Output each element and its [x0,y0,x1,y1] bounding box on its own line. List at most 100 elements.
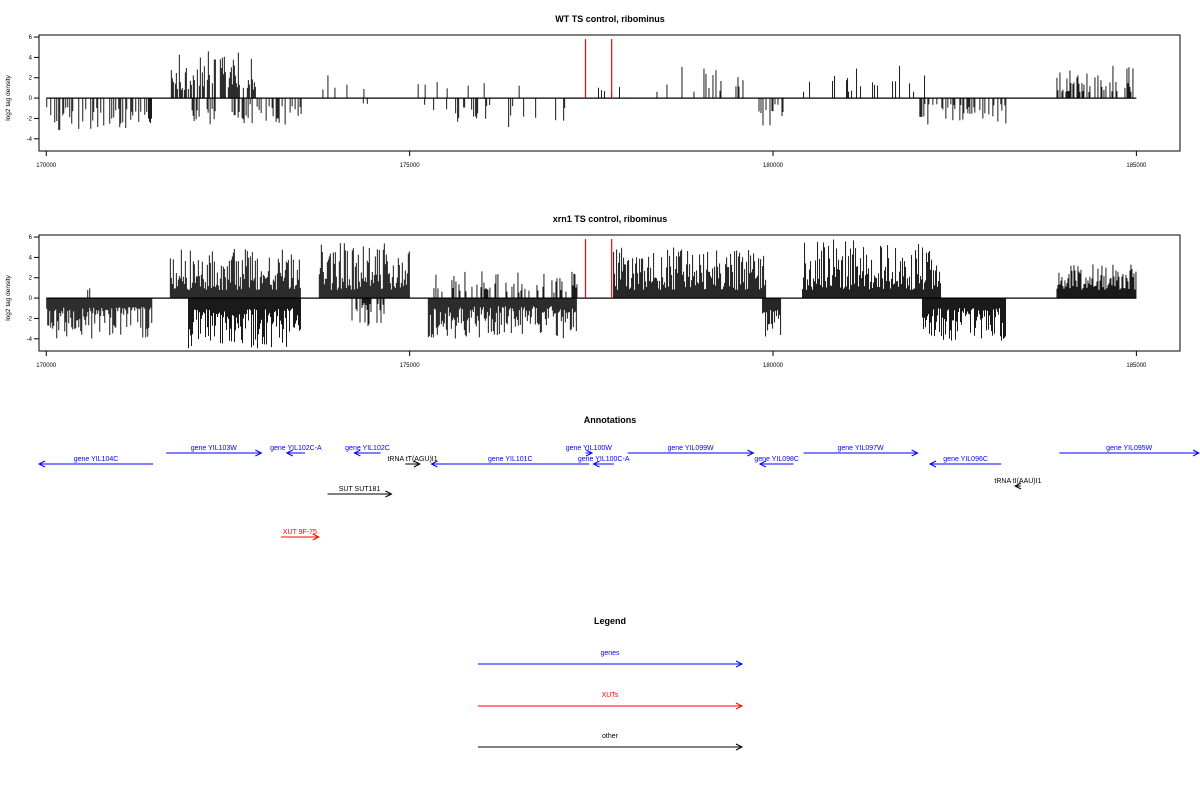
annotation-arrowhead [312,533,320,541]
wt-y-tick-label: -2 [27,116,33,122]
annotation-arrowhead [911,449,919,457]
annotation-arrowhead [430,460,438,468]
wt-y-axis: -4 -2 0 2 4 6 [27,35,39,143]
wt-x-tick-label: 170000 [36,163,57,169]
annotation-features: gene YIL104C gene YIL103W gene YIL102C-A ge… [37,445,1200,541]
annotation-label: gene YIL097W [837,445,884,452]
xrn1-panel-title: xrn1 TS control, ribominus [553,214,668,224]
legend-items: genes XUTs other [478,650,744,751]
annotation-feature: gene YIL100C-A [578,456,630,468]
wt-y-tick-label: -4 [27,137,33,143]
legend-arrowhead [735,702,744,710]
annotation-label: gene YIL101C [488,456,533,463]
legend: Legend genes XUTs other [478,616,744,751]
legend-item: genes [478,650,744,668]
annotation-feature: tRNA tT(AGU)I1 [387,456,438,468]
wt-coverage-panel: WT TS control, ribominus log2 tag densit… [5,14,1181,169]
annotation-arrowhead [37,460,46,468]
annotation-feature: gene YIL103W [166,445,263,457]
legend-label: XUTs [602,692,619,699]
annotation-arrowhead [585,449,594,457]
xrn1-y-axis-label: log2 tag density [5,274,12,320]
annotation-feature: gene YIL102C [345,445,390,457]
annotation-feature: gene YIL098C [754,456,799,468]
annotation-feature: gene YIL095W [1059,445,1200,457]
legend-label: genes [600,650,620,657]
annotation-arrowhead [1192,449,1200,457]
wt-x-axis: 170000 175000 180000 185000 [36,151,1147,169]
annotation-arrowhead [385,490,393,498]
legend-arrowhead [735,743,744,751]
xrn1-x-tick-label: 185000 [1126,363,1147,369]
annotation-label: tRNA tI(AAU)I1 [994,478,1041,485]
xrn1-x-tick-label: 175000 [400,363,421,369]
legend-arrowhead [735,660,744,668]
annotation-arrowhead [928,460,937,468]
xrn1-y-tick-label: 2 [29,276,33,282]
annotation-feature: gene YIL100W [566,445,613,457]
xrn1-coverage-panel: xrn1 TS control, ribominus log2 tag dens… [5,214,1181,369]
legend-title: Legend [594,616,626,626]
annotation-label: gene YIL099W [667,445,714,452]
wt-plot-frame [38,34,1181,152]
xrn1-x-tick-label: 180000 [763,363,784,369]
annotation-feature: gene YIL104C [37,456,154,468]
annotation-label: tRNA tT(AGU)I1 [387,456,437,463]
legend-label: other [602,733,619,740]
annotation-arrowhead [592,460,600,468]
annotation-arrowhead [285,449,294,457]
annotation-arrowhead [353,449,361,457]
wt-y-tick-label: 2 [29,76,33,82]
annotation-feature: gene YIL102C-A [270,445,322,457]
xrn1-highlight-lines [584,239,613,299]
annotation-label: XUT 9F-75 [283,529,317,536]
xrn1-x-tick-label: 170000 [36,363,57,369]
annotation-feature: gene YIL099W [627,445,755,457]
wt-y-tick-label: 6 [29,35,33,41]
wt-panel-title: WT TS control, ribominus [555,14,665,24]
wt-y-axis-label: log2 tag density [5,74,12,120]
annotation-label: gene YIL098C [754,456,799,463]
annotation-label: gene YIL104C [74,456,119,463]
annotation-feature: gene YIL096C [928,456,1002,468]
legend-item: other [478,733,744,751]
annotation-arrowhead [413,460,421,468]
annotation-arrowhead [1013,482,1022,490]
annotation-label: SUT SUT181 [339,486,381,493]
annotation-label: gene YIL100W [566,445,613,452]
wt-highlight-lines [584,39,613,99]
xrn1-plot-frame [38,234,1181,352]
wt-signal-bars [46,51,1134,131]
xrn1-y-tick-label: 4 [29,255,33,261]
annotation-label: gene YIL102C [345,445,390,452]
annotation-feature: XUT 9F-75 [281,529,320,541]
annotation-label: gene YIL103W [191,445,238,452]
wt-y-tick-label: 0 [29,96,33,102]
xrn1-x-axis: 170000 175000 180000 185000 [36,351,1147,369]
xrn1-y-tick-label: 0 [29,296,33,302]
wt-x-tick-label: 180000 [763,163,784,169]
annotation-feature: gene YIL097W [803,445,919,457]
annotation-arrowhead [747,449,755,457]
annotation-label: gene YIL096C [943,456,988,463]
xrn1-y-axis: -4 -2 0 2 4 6 [27,235,39,343]
wt-y-tick-label: 4 [29,55,33,61]
annotation-feature: SUT SUT181 [327,486,393,498]
wt-x-tick-label: 185000 [1126,163,1147,169]
annotation-label: gene YIL102C-A [270,445,322,452]
annotation-feature: gene YIL101C [430,456,590,468]
xrn1-y-tick-label: -2 [27,316,33,322]
wt-x-tick-label: 175000 [400,163,421,169]
xrn1-y-tick-label: -4 [27,337,33,343]
annotation-label: gene YIL100C-A [578,456,630,463]
annotation-label: gene YIL095W [1106,445,1153,452]
annotations-title: Annotations [584,415,637,425]
xrn1-signal-bars [46,239,1137,349]
xrn1-y-tick-label: 6 [29,235,33,241]
annotation-feature: tRNA tI(AAU)I1 [994,478,1042,490]
annotation-arrowhead [758,460,767,468]
legend-item: XUTs [478,692,744,710]
annotation-arrowhead [255,449,263,457]
